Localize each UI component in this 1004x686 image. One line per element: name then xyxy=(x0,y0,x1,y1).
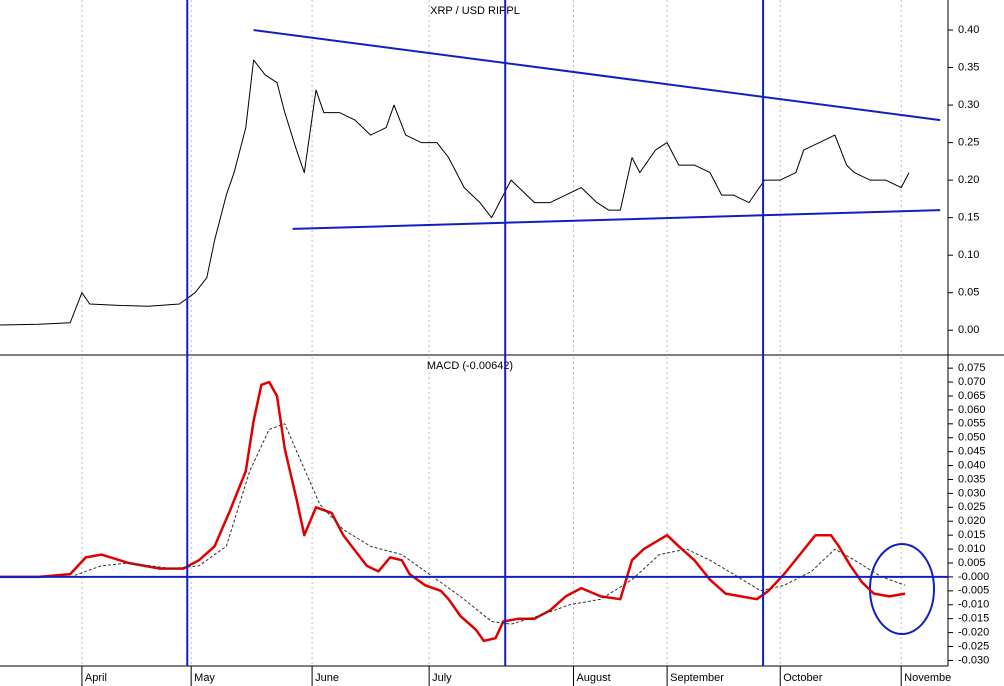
y-tick-label: 0.005 xyxy=(958,557,986,569)
y-tick-label: 0.025 xyxy=(958,501,986,513)
x-tick-label: May xyxy=(194,672,215,684)
y-tick-label: 0.050 xyxy=(958,432,986,444)
trendline xyxy=(292,209,941,230)
series-line xyxy=(0,59,910,326)
trendline xyxy=(253,29,941,122)
y-tick-label: 0.070 xyxy=(958,376,986,388)
y-tick-label: 0.05 xyxy=(958,287,979,299)
y-tick-label: 0.40 xyxy=(958,24,979,36)
x-tick-label: October xyxy=(783,672,822,684)
y-tick-label: 0.10 xyxy=(958,249,979,261)
y-tick-label: 0.060 xyxy=(958,404,986,416)
y-tick-label: 0.040 xyxy=(958,459,986,471)
y-tick-label: 0.30 xyxy=(958,99,979,111)
y-tick-label: 0.15 xyxy=(958,212,979,224)
price-title: XRP / USD RIPPL xyxy=(430,5,520,17)
series-line xyxy=(0,423,906,625)
y-tick-label: -0.000 xyxy=(958,571,989,583)
y-tick-label: -0.030 xyxy=(958,654,989,666)
y-tick-label: -0.015 xyxy=(958,613,989,625)
y-tick-label: 0.35 xyxy=(958,61,979,73)
x-tick-label: April xyxy=(85,672,107,684)
y-tick-label: -0.025 xyxy=(958,640,989,652)
macd-title: MACD (-0.00642) xyxy=(427,360,513,372)
x-tick-label: September xyxy=(670,672,724,684)
y-tick-label: 0.015 xyxy=(958,529,986,541)
y-tick-label: -0.010 xyxy=(958,599,989,611)
y-tick-label: 0.030 xyxy=(958,487,986,499)
y-tick-label: -0.020 xyxy=(958,627,989,639)
y-tick-label: 0.075 xyxy=(958,362,986,374)
y-tick-label: 0.035 xyxy=(958,473,986,485)
x-tick-label: June xyxy=(315,672,339,684)
y-tick-label: 0.065 xyxy=(958,390,986,402)
y-tick-label: 0.25 xyxy=(958,137,979,149)
y-tick-label: 0.20 xyxy=(958,174,979,186)
highlight-ellipse xyxy=(869,543,935,635)
y-tick-label: 0.00 xyxy=(958,324,979,336)
x-tick-label: August xyxy=(576,672,610,684)
y-tick-label: 0.045 xyxy=(958,446,986,458)
series-line xyxy=(0,380,906,643)
x-tick-label: Novembe xyxy=(904,672,951,684)
y-tick-label: -0.005 xyxy=(958,585,989,597)
y-tick-label: 0.055 xyxy=(958,418,986,430)
y-tick-label: 0.010 xyxy=(958,543,986,555)
y-tick-label: 0.020 xyxy=(958,515,986,527)
x-tick-label: July xyxy=(432,672,452,684)
